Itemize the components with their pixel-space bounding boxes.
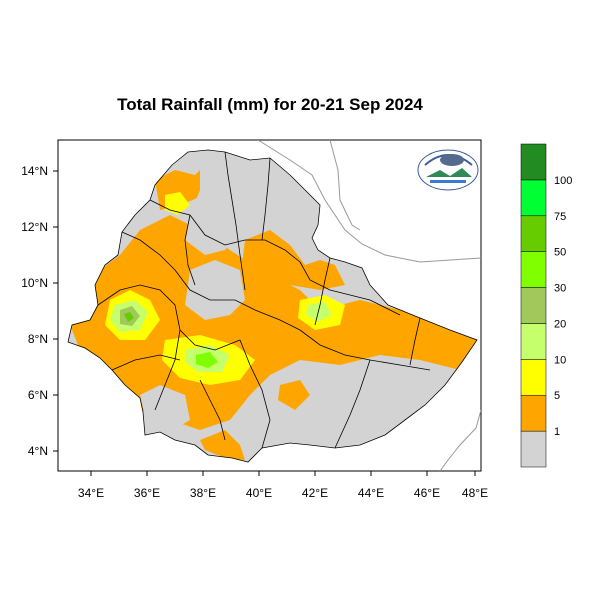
legend-label: 20 [554,318,566,330]
x-tick-label: 44°E [358,486,384,500]
rain-zone-50to75 [124,312,134,322]
x-tick-label: 46°E [414,486,440,500]
y-tick-label: 8°N [28,332,48,346]
y-axis [53,170,58,452]
legend-label: 5 [554,390,560,402]
legend-color-box [520,287,547,324]
y-tick-label: 10°N [21,276,48,290]
border-line-south [439,409,481,471]
legend-color-box [520,143,547,181]
legend-color-box [520,394,547,432]
y-tick-label: 4°N [28,444,48,458]
x-axis [90,471,476,476]
coastline-line [257,140,481,263]
legend-label: 1 [554,426,560,438]
legend-color-box [520,215,547,252]
legend-color-box [520,251,547,288]
dry-zone-center [185,260,245,320]
x-tick-label: 48°E [462,486,488,500]
rain-zone-1to5-east [350,320,460,360]
rain-zone-1to5-southeast [278,380,310,410]
legend-label: 30 [554,283,566,295]
legend-labels: 1 5 10 20 30 50 75 100 [554,175,572,438]
legend-color-box [520,179,547,217]
rain-zone-10to20-c [306,302,332,322]
x-tick-label: 42°E [302,486,328,500]
legend-color-box [520,323,547,360]
legend-label: 50 [554,247,566,259]
dry-zone-north [185,160,305,255]
legend-color-box [520,430,547,468]
rain-zone-5to10-d [165,192,190,215]
x-tick-label: 40°E [246,486,272,500]
map-title: Total Rainfall (mm) for 20-21 Sep 2024 [117,95,423,114]
y-tick-label: 6°N [28,388,48,402]
x-tick-label: 36°E [134,486,160,500]
legend-label: 10 [554,354,566,366]
dry-zone-southwest [140,385,190,432]
border-line-east [329,140,361,231]
legend [520,143,547,468]
institute-logo [417,149,479,191]
dry-zone-east [295,365,440,440]
rain-zone-1to5-south [200,430,245,460]
x-tick-label: 38°E [190,486,216,500]
y-tick-label: 12°N [21,220,48,234]
y-tick-label: 14°N [21,164,48,178]
rain-zone-30to50 [196,352,218,368]
rain-zone-1to5-west [68,215,477,430]
legend-color-box [520,359,547,396]
x-tick-label: 34°E [78,486,104,500]
legend-label: 100 [554,175,572,187]
rain-zone-1to5-center [240,230,345,290]
legend-label: 75 [554,211,566,223]
admin-boundaries [67,149,478,463]
